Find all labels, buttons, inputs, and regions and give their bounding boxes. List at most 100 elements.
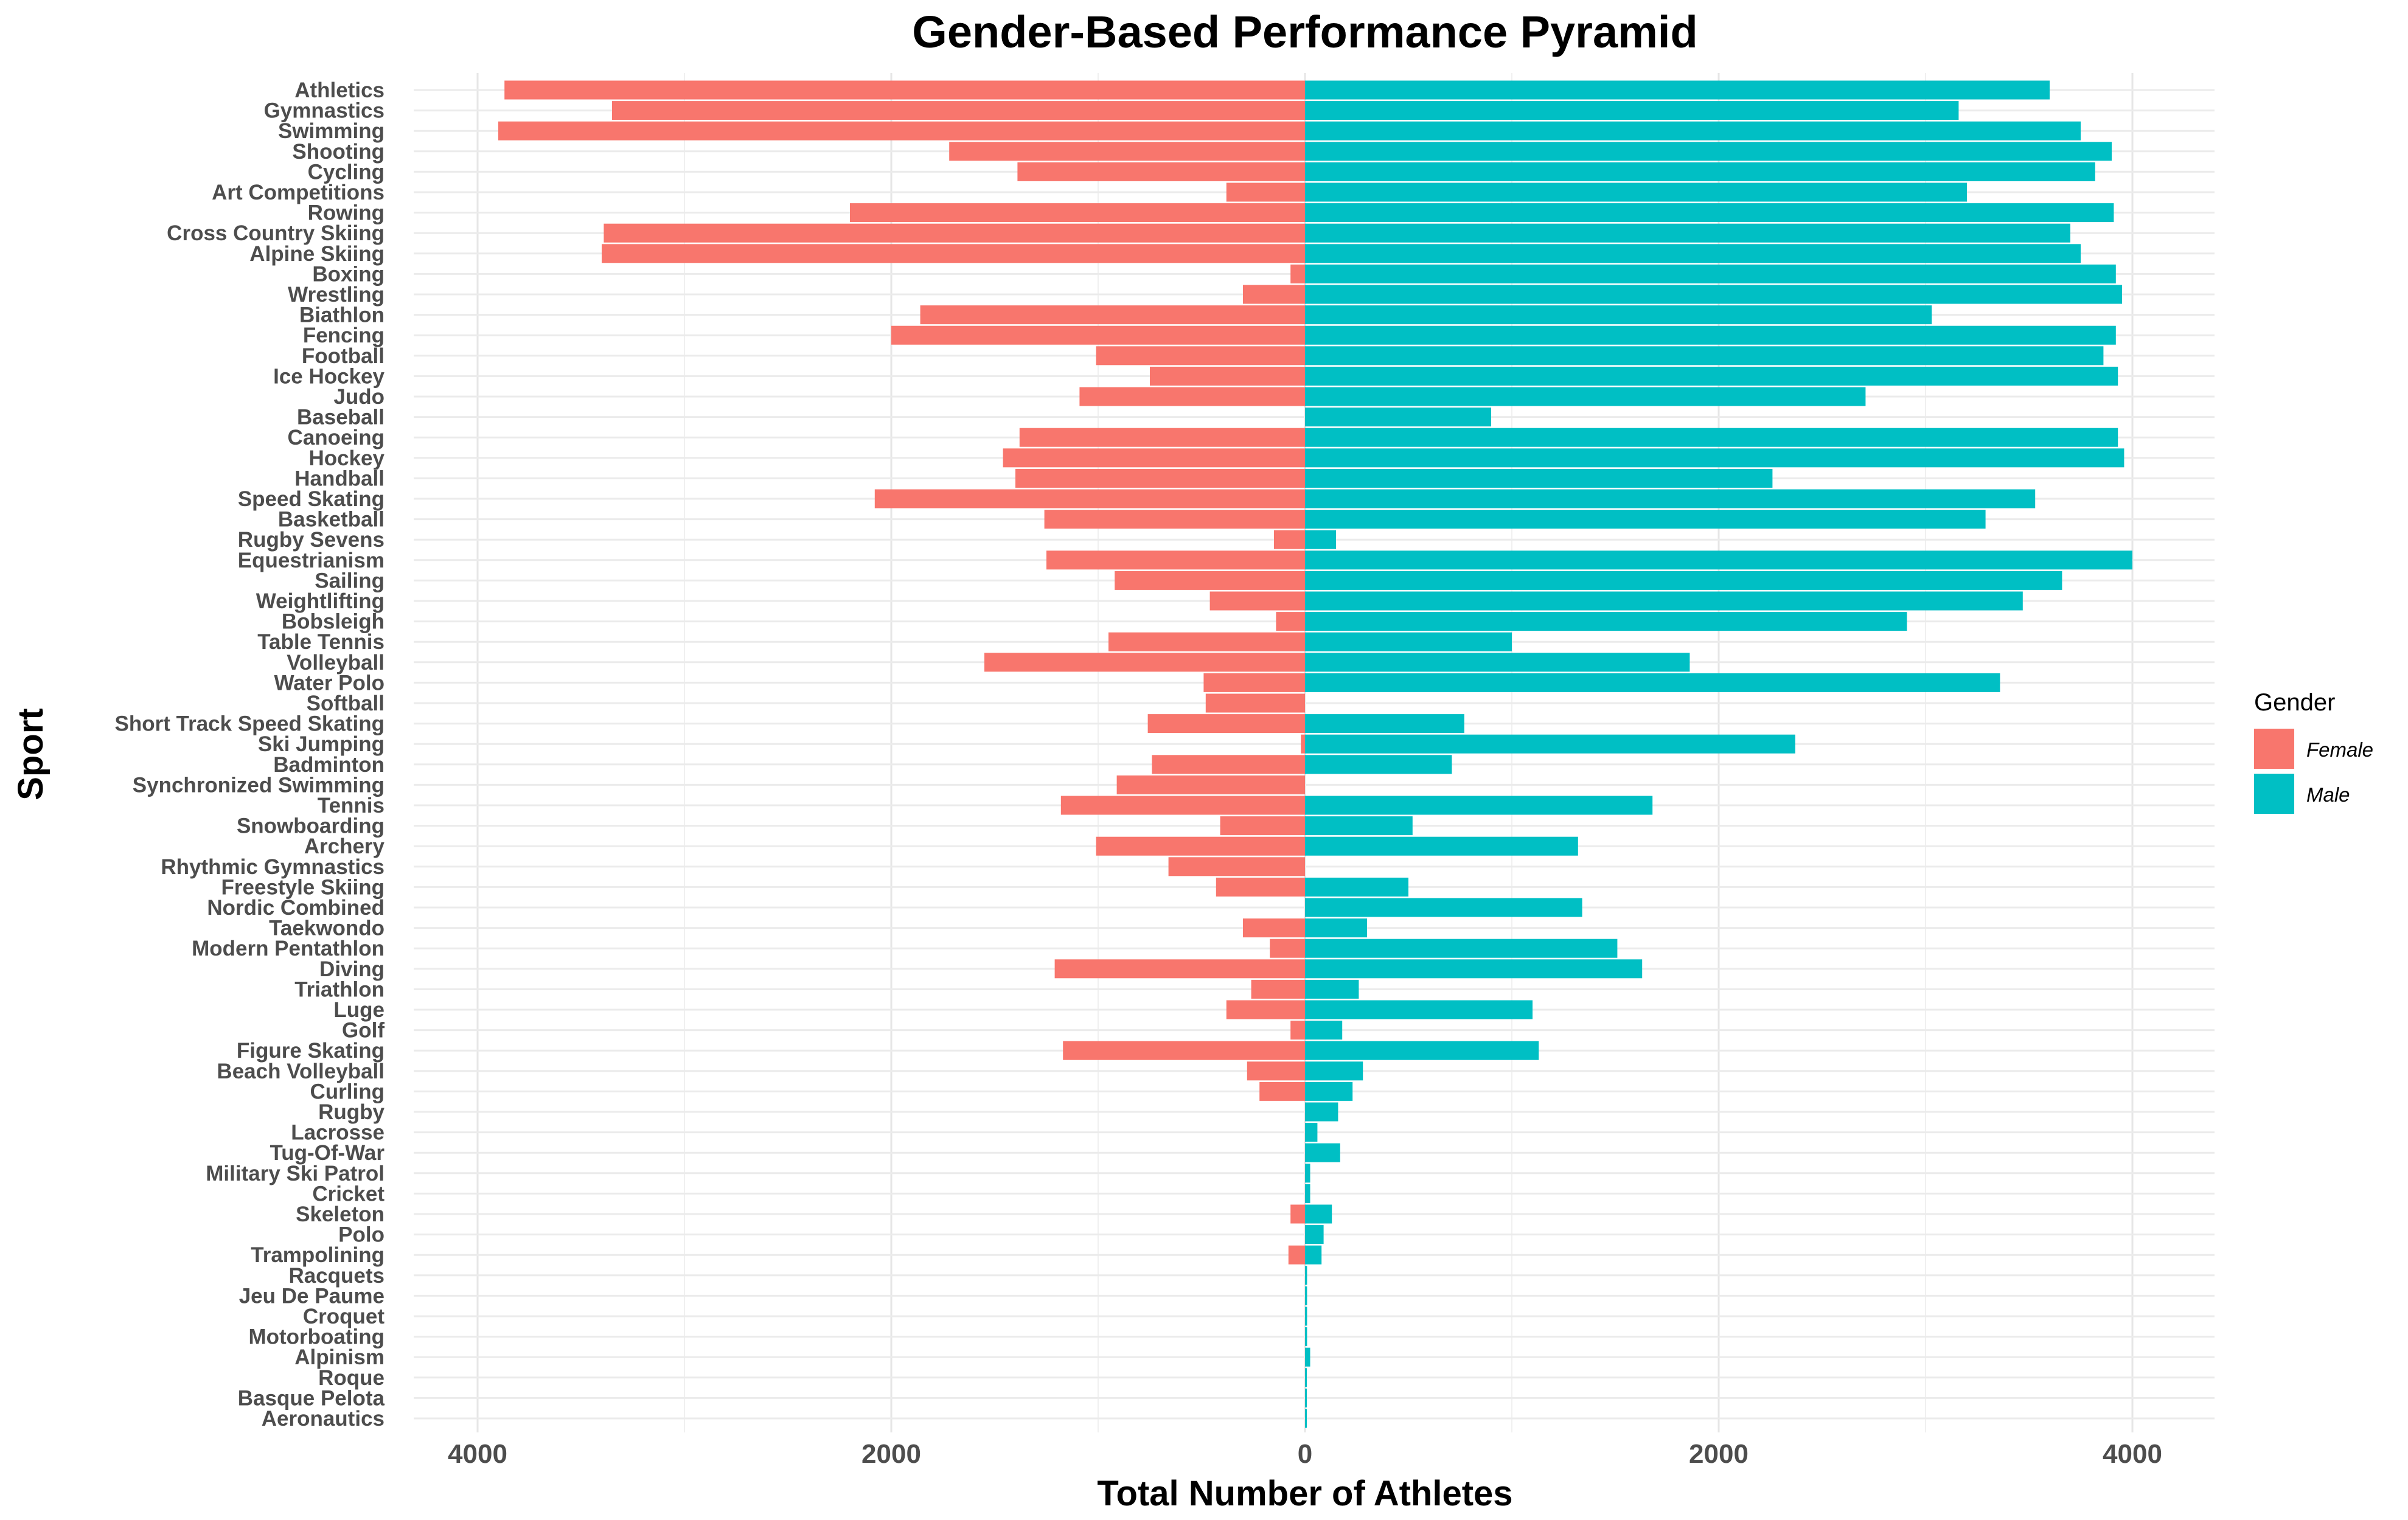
bar-male: [1305, 101, 1959, 120]
y-tick-label: Volleyball: [287, 651, 385, 675]
y-tick-label: Speed Skating: [238, 487, 385, 511]
legend-label-male: Male: [2306, 783, 2350, 806]
y-tick-label: Softball: [307, 692, 385, 715]
y-tick-label: Sailing: [315, 569, 385, 592]
bar-male: [1305, 387, 1866, 406]
bar-female: [1054, 959, 1305, 979]
bar-female: [1044, 510, 1305, 529]
bar-male: [1305, 1307, 1307, 1326]
y-tick-label: Tug-Of-War: [270, 1141, 385, 1165]
bar-female: [874, 489, 1305, 508]
bar-male: [1305, 673, 2000, 692]
bar-female: [891, 325, 1305, 345]
y-tick-label: Motorboating: [248, 1325, 385, 1349]
bar-male: [1305, 366, 2118, 386]
y-tick-label: Military Ski Patrol: [206, 1162, 385, 1185]
bar-male: [1305, 1000, 1533, 1019]
y-tick-label: Canoeing: [288, 426, 385, 449]
bar-male: [1305, 346, 2104, 366]
y-tick-label: Badminton: [273, 753, 385, 777]
bar-male: [1305, 591, 2023, 611]
bar-male: [1305, 121, 2081, 141]
bar-male: [1305, 550, 2132, 570]
y-tick-label: Water Polo: [274, 671, 385, 695]
bar-male: [1305, 571, 2062, 590]
y-tick-label: Athletics: [294, 78, 385, 102]
y-tick-label: Handball: [294, 467, 385, 490]
bar-male: [1305, 1245, 1322, 1265]
bar-female: [1019, 428, 1305, 447]
y-tick-label: Boxing: [312, 262, 385, 286]
y-tick-label: Fencing: [303, 324, 385, 347]
bar-female: [1147, 714, 1305, 734]
y-tick-label: Rugby Sevens: [238, 528, 385, 552]
bar-male: [1305, 203, 2114, 223]
bar-female: [1274, 530, 1305, 549]
bar-female: [1096, 836, 1305, 856]
y-tick-label: Weightlifting: [256, 589, 385, 613]
bar-male: [1305, 714, 1464, 734]
bar-male: [1305, 80, 2050, 100]
x-tick-label: 4000: [448, 1439, 507, 1469]
bar-male: [1305, 448, 2124, 468]
y-tick-label: Rugby: [318, 1100, 385, 1124]
bar-male: [1305, 755, 1452, 774]
bar-male: [1305, 510, 1986, 529]
bar-male: [1305, 612, 1907, 631]
y-tick-label: Diving: [319, 957, 385, 981]
y-tick-label: Swimming: [278, 119, 385, 143]
bar-female: [1015, 468, 1305, 488]
bar-male: [1305, 734, 1795, 754]
y-tick-label: Baseball: [297, 406, 385, 429]
y-tick-label: Triathlon: [294, 977, 385, 1001]
bar-female: [1290, 1204, 1305, 1224]
bar-male: [1305, 1368, 1307, 1387]
bar-male: [1305, 244, 2081, 263]
x-tick-label: 0: [1298, 1439, 1312, 1469]
bar-female: [1290, 1021, 1305, 1040]
bar-female: [1290, 264, 1305, 283]
y-tick-label: Gymnastics: [264, 99, 385, 123]
y-tick-label: Modern Pentathlon: [192, 937, 385, 960]
y-tick-label: Roque: [318, 1366, 385, 1390]
bar-female: [1276, 612, 1305, 631]
bar-female: [612, 101, 1305, 120]
bar-female: [1251, 979, 1305, 999]
bar-male: [1305, 1225, 1324, 1244]
bar-male: [1305, 162, 2095, 181]
y-tick-label: Cricket: [312, 1182, 385, 1206]
bar-male: [1305, 264, 2116, 283]
y-tick-label: Short Track Speed Skating: [115, 712, 385, 736]
bar-male: [1305, 796, 1653, 815]
bar-female: [1259, 1081, 1305, 1101]
legend-label-female: Female: [2306, 738, 2373, 761]
bar-female: [1247, 1061, 1305, 1081]
y-tick-label: Polo: [338, 1223, 385, 1247]
y-tick-label: Rhythmic Gymnastics: [161, 855, 385, 879]
bar-male: [1305, 653, 1690, 672]
y-tick-label: Freestyle Skiing: [221, 875, 385, 899]
bar-female: [984, 653, 1305, 672]
bar-female: [1205, 693, 1305, 713]
bar-male: [1305, 408, 1491, 427]
bar-male: [1305, 918, 1367, 938]
bar-female: [1216, 877, 1305, 897]
bar-male: [1305, 1021, 1343, 1040]
bar-male: [1305, 325, 2116, 345]
y-tick-label: Wrestling: [288, 283, 385, 307]
legend-title: Gender: [2254, 689, 2335, 716]
y-tick-label: Luge: [333, 998, 385, 1022]
y-tick-label: Bobsleigh: [282, 610, 385, 634]
y-tick-label: Judo: [333, 385, 385, 409]
y-tick-label: Shooting: [292, 140, 385, 164]
bar-male: [1305, 1081, 1353, 1101]
x-axis-title: Total Number of Athletes: [1097, 1474, 1512, 1513]
bar-male: [1305, 489, 2036, 508]
y-tick-label: Cycling: [308, 160, 385, 184]
y-tick-label: Cross Country Skiing: [167, 221, 385, 245]
bar-male: [1305, 305, 1932, 325]
x-tick-labels: 4000 2000 0 2000 4000: [448, 1439, 2162, 1469]
bar-female: [1288, 1245, 1305, 1265]
y-tick-label: Racquets: [288, 1264, 385, 1288]
